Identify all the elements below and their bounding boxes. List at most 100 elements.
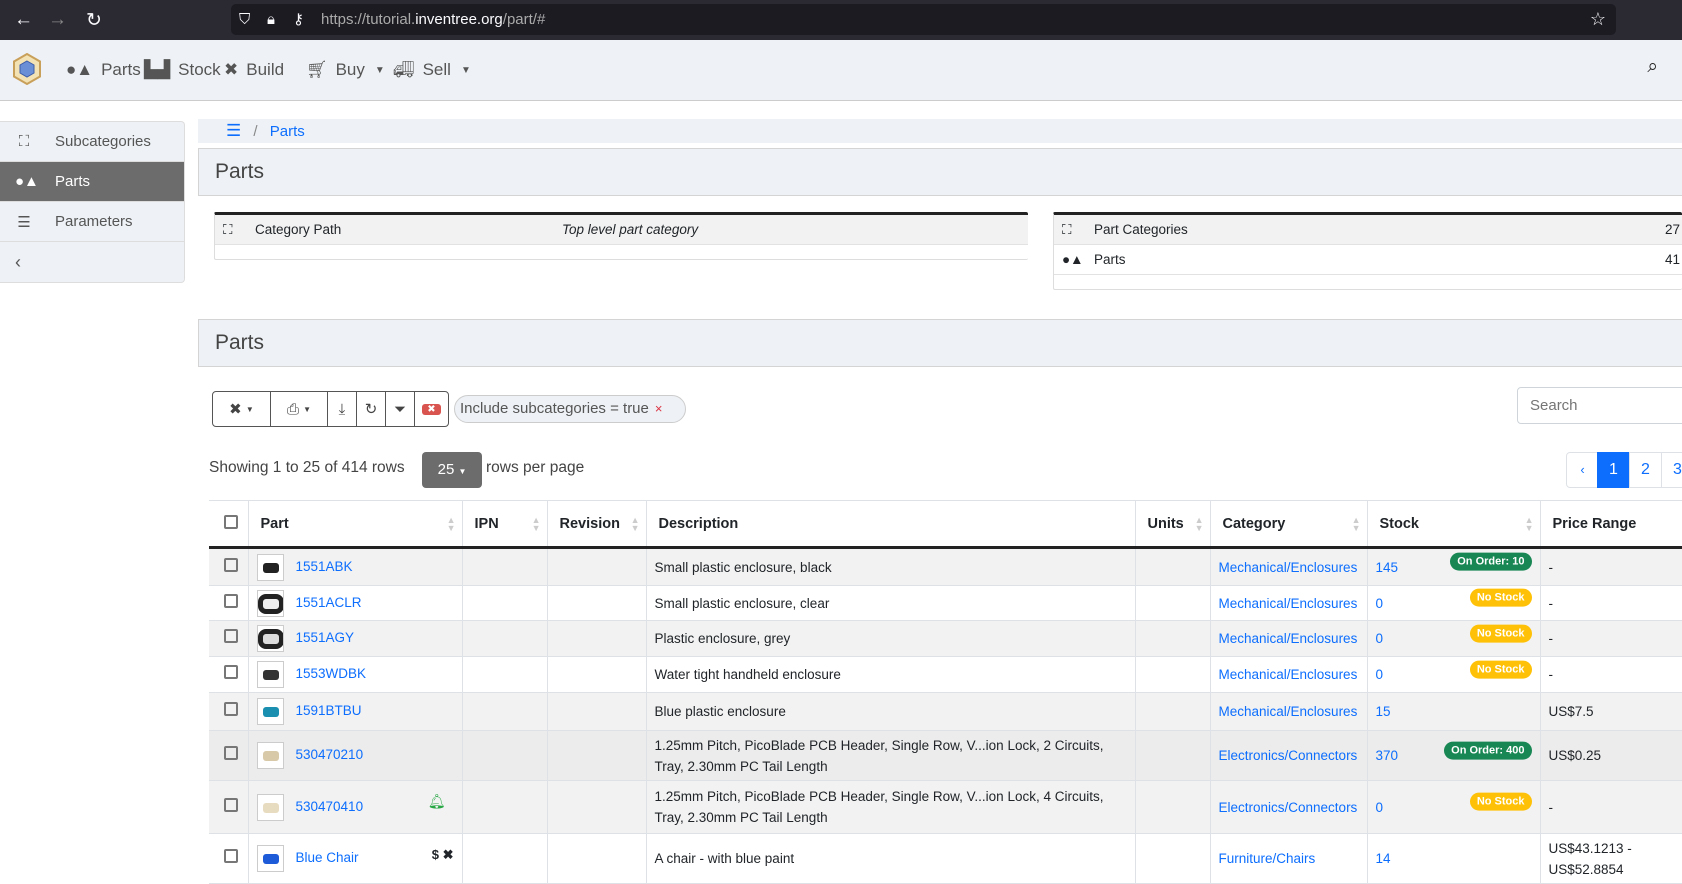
part-link[interactable]: 1551ACLR bbox=[295, 594, 362, 610]
stock-link[interactable]: 14 bbox=[1375, 851, 1391, 866]
row-checkbox[interactable] bbox=[209, 780, 249, 834]
col-revision[interactable]: Revision ▲ ▼ bbox=[547, 500, 647, 549]
breadcrumb-parts[interactable]: Parts bbox=[269, 123, 305, 140]
pagination-prev[interactable]: ‹ bbox=[1566, 452, 1599, 488]
clear-filters-button[interactable]: ✖ bbox=[415, 392, 448, 426]
sidebar-item-label: Parameters bbox=[55, 213, 133, 230]
part-link[interactable]: 1551ABK bbox=[295, 558, 353, 574]
actions-dropdown[interactable]: ✖ ▼ bbox=[213, 392, 271, 426]
menu-icon[interactable]: ☰ bbox=[226, 121, 242, 140]
category-link[interactable]: Electronics/Connectors bbox=[1218, 748, 1358, 763]
print-dropdown[interactable]: ⎙ ▼ bbox=[271, 392, 328, 426]
category-link[interactable]: Mechanical/Enclosures bbox=[1218, 559, 1358, 575]
part-link[interactable]: 1553WDBK bbox=[295, 666, 367, 682]
reload-icon[interactable]: ↻ bbox=[86, 10, 102, 31]
refresh-button[interactable]: ↻ bbox=[357, 392, 386, 426]
category-cell: Furniture/Chairs bbox=[1210, 833, 1368, 884]
forward-icon[interactable]: → bbox=[48, 9, 67, 30]
sidebar-item-parts[interactable]: ●▲ Parts bbox=[0, 162, 184, 202]
ipn-cell bbox=[462, 833, 548, 884]
chevron-left-icon: ‹ bbox=[15, 251, 21, 272]
part-cell: 1551ACLR bbox=[248, 585, 463, 621]
caret-down-icon: ▼ bbox=[458, 467, 467, 476]
pagination-page-1[interactable]: 1 bbox=[1597, 452, 1630, 488]
filter-chip: Include subcategories = true × bbox=[454, 395, 686, 423]
stock-link[interactable]: 370 bbox=[1375, 748, 1399, 763]
row-checkbox[interactable] bbox=[209, 656, 249, 693]
shapes-icon: ●▲ bbox=[15, 173, 39, 190]
ipn-cell bbox=[462, 656, 548, 693]
col-part[interactable]: Part ▲ ▼ bbox=[248, 500, 463, 549]
category-link[interactable]: Mechanical/Enclosures bbox=[1218, 667, 1358, 682]
stock-cell: 145 On Order: 10 bbox=[1367, 547, 1541, 586]
tools-icon: ✖ bbox=[224, 60, 239, 79]
description-cell: Small plastic enclosure, black bbox=[646, 547, 1136, 586]
pagination-page-3[interactable]: 3 bbox=[1661, 452, 1682, 488]
parts-table: Part ▲ ▼ IPN ▲ ▼ Revision ▲ ▼ Description Unit… bbox=[209, 500, 1682, 884]
nav-sell[interactable]: 🚚︎ Sell ▼ bbox=[393, 60, 471, 80]
remove-filter-icon[interactable]: × bbox=[654, 401, 663, 416]
nav-parts[interactable]: ●▲ Parts bbox=[66, 60, 141, 80]
category-link[interactable]: Electronics/Connectors bbox=[1218, 799, 1358, 815]
description-cell: Plastic enclosure, grey bbox=[646, 620, 1136, 657]
search-icon[interactable]: ⌕ bbox=[1647, 56, 1658, 77]
stock-link[interactable]: 0 bbox=[1375, 631, 1384, 646]
category-path-row: ⛶ Category Path Top level part category bbox=[215, 215, 1028, 245]
part-thumbnail bbox=[256, 742, 284, 769]
sidebar: ⛶ Subcategories ●▲ Parts ☰ Parameters ‹ bbox=[0, 121, 185, 283]
rows-info: Showing 1 to 25 of 414 rows bbox=[209, 459, 405, 476]
col-units[interactable]: Units ▲ ▼ bbox=[1135, 500, 1211, 549]
stock-link[interactable]: 145 bbox=[1375, 559, 1399, 575]
stock-badge: On Order: 10 bbox=[1450, 552, 1532, 571]
part-link[interactable]: 530470210 bbox=[295, 747, 364, 763]
info-value: 41 bbox=[1664, 252, 1680, 267]
category-link[interactable]: Mechanical/Enclosures bbox=[1218, 631, 1358, 646]
select-all-checkbox[interactable] bbox=[209, 500, 249, 549]
row-checkbox[interactable] bbox=[209, 730, 249, 781]
category-cell: Mechanical/Enclosures bbox=[1210, 620, 1368, 657]
url-bar[interactable]: ⛉ 🔒︎ ⚷ https://tutorial.inventree.org/pa… bbox=[231, 4, 1616, 35]
stock-link[interactable]: 0 bbox=[1375, 667, 1384, 682]
stock-link[interactable]: 0 bbox=[1375, 595, 1384, 611]
search-input[interactable] bbox=[1517, 387, 1682, 424]
stock-link[interactable]: 15 bbox=[1375, 704, 1391, 719]
inventree-logo[interactable] bbox=[12, 53, 42, 85]
part-link[interactable]: 1591BTBU bbox=[295, 703, 362, 719]
back-icon[interactable]: ← bbox=[14, 9, 33, 30]
row-checkbox[interactable] bbox=[209, 620, 249, 657]
units-cell bbox=[1135, 730, 1211, 781]
shield-icon: ⛉ bbox=[239, 11, 251, 28]
row-checkbox[interactable] bbox=[209, 833, 249, 884]
star-icon[interactable]: ☆ bbox=[1589, 9, 1606, 29]
sidebar-item-label: Subcategories bbox=[55, 133, 151, 150]
nav-label: Buy bbox=[335, 60, 365, 79]
pagination-page-2[interactable]: 2 bbox=[1629, 452, 1662, 488]
filter-button[interactable]: ⏷ bbox=[386, 392, 415, 426]
part-cell: 1551ABK bbox=[248, 547, 463, 586]
nav-buy[interactable]: 🛒︎ Buy ▼ bbox=[306, 60, 385, 80]
category-info-table: ⛶ Category Path Top level part category bbox=[214, 212, 1028, 260]
part-link[interactable]: 1551AGY bbox=[295, 630, 355, 646]
units-cell bbox=[1135, 833, 1211, 884]
sidebar-item-subcategories[interactable]: ⛶ Subcategories bbox=[0, 122, 184, 162]
nav-stock[interactable]: ▙▟ Stock bbox=[144, 60, 221, 80]
download-button[interactable]: ⤓ bbox=[328, 392, 357, 426]
row-checkbox[interactable] bbox=[209, 547, 249, 586]
rows-per-page-dropdown[interactable]: 25 ▼ bbox=[422, 452, 482, 488]
category-link[interactable]: Mechanical/Enclosures bbox=[1218, 595, 1358, 611]
row-checkbox[interactable] bbox=[209, 585, 249, 621]
stock-link[interactable]: 0 bbox=[1375, 799, 1384, 815]
description-cell: Water tight handheld enclosure bbox=[646, 656, 1136, 693]
part-link[interactable]: 530470410 bbox=[295, 798, 364, 814]
col-stock[interactable]: Stock ▲ ▼ bbox=[1367, 500, 1541, 549]
category-link[interactable]: Furniture/Chairs bbox=[1218, 851, 1316, 866]
category-link[interactable]: Mechanical/Enclosures bbox=[1218, 704, 1358, 719]
part-link[interactable]: Blue Chair bbox=[295, 850, 359, 866]
row-checkbox[interactable] bbox=[209, 692, 249, 731]
col-ipn[interactable]: IPN ▲ ▼ bbox=[462, 500, 548, 549]
sidebar-item-parameters[interactable]: ☰ Parameters bbox=[0, 202, 184, 242]
collapse-sidebar-button[interactable]: ‹ bbox=[0, 242, 184, 282]
col-category[interactable]: Category ▲ ▼ bbox=[1210, 500, 1368, 549]
info-label: Parts bbox=[1094, 252, 1126, 267]
nav-build[interactable]: ✖ Build bbox=[224, 60, 284, 80]
